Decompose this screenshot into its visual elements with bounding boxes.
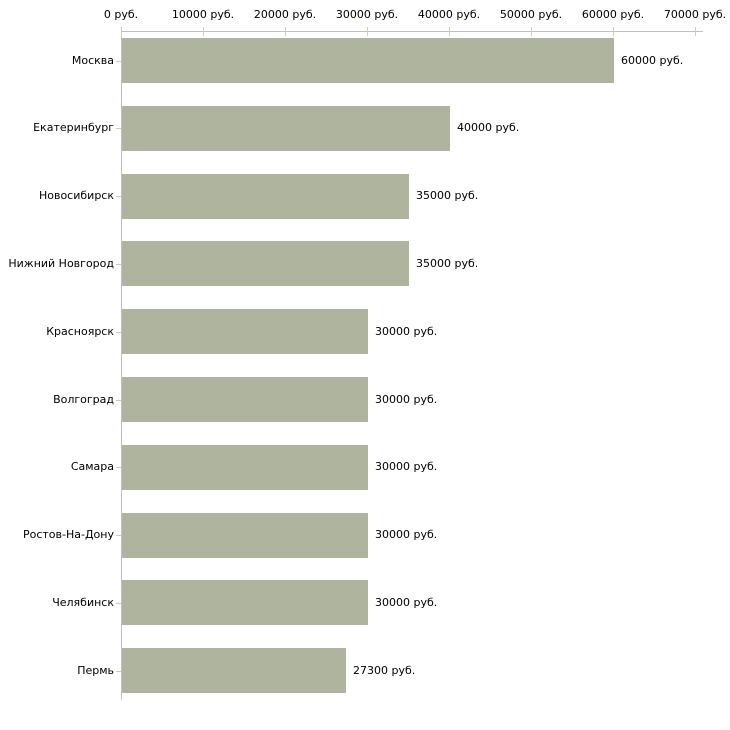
category-label: Красноярск <box>46 325 114 338</box>
x-axis-tick <box>121 27 122 36</box>
category-label: Москва <box>71 54 114 67</box>
y-axis-tick <box>116 196 121 197</box>
bar <box>122 580 368 625</box>
x-axis-tick <box>531 27 532 36</box>
category-label: Пермь <box>77 664 114 677</box>
x-axis-tick-label: 10000 руб. <box>171 8 235 21</box>
bar <box>122 513 368 558</box>
value-label: 30000 руб. <box>375 528 438 541</box>
value-label: 30000 руб. <box>375 325 438 338</box>
x-axis-tick-label: 30000 руб. <box>335 8 399 21</box>
category-label: Нижний Новгород <box>8 257 114 270</box>
x-axis-tick <box>695 27 696 36</box>
x-axis-tick-label: 40000 руб. <box>417 8 481 21</box>
bar <box>122 241 409 286</box>
bar <box>122 38 614 83</box>
x-axis-tick-label: 60000 руб. <box>581 8 645 21</box>
y-axis-tick <box>116 603 121 604</box>
value-label: 40000 руб. <box>457 121 520 134</box>
category-label: Самара <box>70 460 114 473</box>
y-axis-line <box>121 31 122 700</box>
x-axis-tick <box>203 27 204 36</box>
y-axis-tick <box>116 671 121 672</box>
bar <box>122 309 368 354</box>
category-label: Челябинск <box>52 596 114 609</box>
value-label: 60000 руб. <box>621 54 684 67</box>
value-label: 30000 руб. <box>375 596 438 609</box>
bar <box>122 648 346 693</box>
x-axis-tick <box>285 27 286 36</box>
x-axis-tick-label: 70000 руб. <box>663 8 727 21</box>
y-axis-tick <box>116 400 121 401</box>
value-label: 35000 руб. <box>416 257 479 270</box>
value-label: 27300 руб. <box>353 664 416 677</box>
x-axis-tick-label: 50000 руб. <box>499 8 563 21</box>
bar <box>122 106 450 151</box>
value-label: 35000 руб. <box>416 189 479 202</box>
category-label: Ростов-На-Дону <box>22 528 114 541</box>
y-axis-tick <box>116 264 121 265</box>
y-axis-tick <box>116 128 121 129</box>
category-label: Волгоград <box>53 393 114 406</box>
y-axis-tick <box>116 332 121 333</box>
bar <box>122 377 368 422</box>
value-label: 30000 руб. <box>375 393 438 406</box>
x-axis-tick <box>613 27 614 36</box>
bar <box>122 174 409 219</box>
category-label: Екатеринбург <box>33 121 114 134</box>
x-axis-tick-label: 20000 руб. <box>253 8 317 21</box>
value-label: 30000 руб. <box>375 460 438 473</box>
y-axis-tick <box>116 61 121 62</box>
y-axis-tick <box>116 467 121 468</box>
x-axis-tick-label: 0 руб. <box>103 8 139 21</box>
x-axis-line <box>121 31 703 32</box>
y-axis-tick <box>116 535 121 536</box>
x-axis-tick <box>367 27 368 36</box>
x-axis-tick <box>449 27 450 36</box>
category-label: Новосибирск <box>38 189 114 202</box>
bar <box>122 445 368 490</box>
